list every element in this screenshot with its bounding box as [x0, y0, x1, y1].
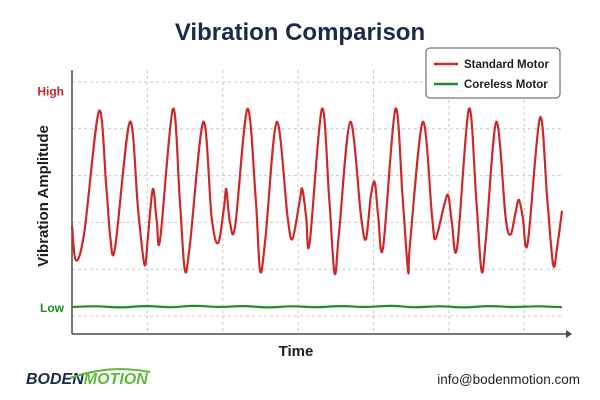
logo-text: BODENMOTION	[26, 371, 148, 388]
y-tick-label-low: Low	[40, 301, 65, 315]
y-tick-label-high: High	[37, 85, 64, 99]
x-axis-arrow	[566, 330, 572, 338]
contact-email: info@bodenmotion.com	[437, 372, 580, 387]
y-axis-label: Vibration Amplitude	[35, 125, 52, 267]
series-line-standard-motor	[70, 107, 564, 276]
chart-title: Vibration Comparison	[175, 19, 425, 46]
logo-swoosh	[69, 368, 151, 379]
logo-part-1: BODEN	[26, 371, 84, 388]
logo: BODENMOTION	[26, 368, 151, 388]
legend: Standard Motor Coreless Motor	[425, 47, 561, 99]
y-ticks: High Low	[37, 85, 64, 315]
logo-part-2: MOTION	[84, 371, 148, 388]
legend-label-standard-motor: Standard Motor	[464, 59, 549, 71]
series-group	[70, 107, 564, 309]
series-line-coreless-motor	[71, 304, 563, 309]
x-axis-label: Time	[279, 343, 314, 360]
legend-box	[425, 47, 561, 99]
legend-label-coreless-motor: Coreless Motor	[464, 79, 548, 91]
